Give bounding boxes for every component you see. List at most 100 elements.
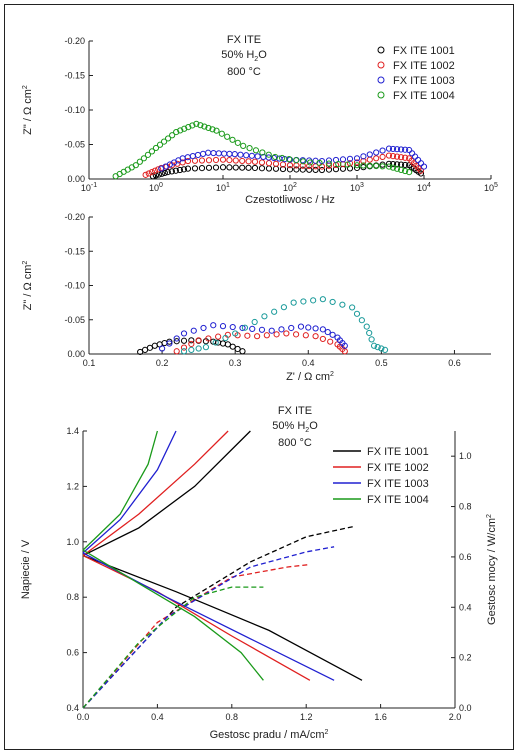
y-tick-label: 1.4 [66,426,79,436]
data-point [360,157,367,165]
x-tick-label: 0.0 [77,712,90,722]
y2-tick-label: 0.6 [459,552,472,562]
x-tick-label: 105 [484,182,498,193]
data-point [366,329,373,337]
data-point [222,334,229,342]
data-point [194,151,202,159]
x-axis-label: Gestosc pradu / mA/cm2 [210,729,329,741]
legend-label: FX ITE 1004 [367,494,429,506]
x-tick-label: 0.4 [302,358,315,368]
data-point [272,165,280,172]
y-tick-label: 0.00 [67,349,85,359]
data-point [332,166,340,173]
data-point [329,331,336,338]
y-tick-label: 0.8 [66,592,79,602]
data-point [273,331,280,338]
data-point [239,157,246,165]
x-axis-label: Czestotliwosc / Hz [245,194,335,206]
data-point [402,161,409,169]
data-point [293,166,300,173]
data-point [420,163,428,170]
data-point [168,168,175,175]
y-axis-label: Napiecie / V [20,539,32,599]
data-point [370,342,378,349]
data-point [280,304,288,311]
legend-marker [377,76,385,84]
data-point [297,323,305,330]
data-point [169,132,176,139]
data-point [335,160,342,168]
data-point [184,157,192,165]
data-point [229,343,236,350]
data-point [173,348,180,355]
data-point [319,335,326,343]
data-point [283,330,290,337]
data-point [305,324,312,331]
data-point [195,337,202,344]
data-point [319,326,326,333]
data-point [160,138,168,145]
data-point [259,149,266,156]
y-tick-label: 0.6 [66,648,79,658]
power-curve [82,546,335,709]
data-point [379,147,386,154]
data-point [265,160,273,167]
data-point [379,163,386,170]
data-point [393,161,401,168]
legend-marker [377,61,385,69]
x-axis-label: Z' / Ω cm2 [286,371,334,383]
voltage-curve [82,430,159,551]
voltage-curve [82,430,177,554]
y2-tick-label: 0.4 [459,602,472,612]
annotation-line2: 50% H2O [221,49,267,63]
data-point [327,338,334,345]
data-point [152,144,160,152]
data-point [132,162,139,169]
data-point [164,169,171,176]
data-point [272,160,280,167]
data-point [389,164,397,171]
data-point [402,154,409,161]
y-tick-label: 0.00 [67,174,85,184]
data-point [325,157,333,164]
data-point [180,344,188,351]
data-point [221,150,228,157]
data-point [373,155,380,162]
data-point [172,167,179,174]
data-point [417,167,425,174]
data-point [271,308,278,315]
data-point [366,151,373,158]
data-point [240,142,247,149]
data-point [307,159,314,166]
legend-label: FX ITE 1002 [393,60,455,72]
data-point [258,326,266,333]
data-point [263,332,270,339]
data-point [199,150,207,157]
voltage-curve [82,430,229,557]
data-point [151,167,159,174]
x-tick-label: 0.8 [226,712,239,722]
data-point [180,337,188,344]
data-point [381,346,389,353]
polarization-plot: 0.40.60.81.01.21.40.00.20.40.60.81.00.0 0… [20,405,498,741]
data-point [193,120,200,127]
nyquist-plot: -0.20 -0.15 -0.10 -0.05 0.000.1 0.2 0.3 0.4 0.5 0… [22,212,491,383]
data-point [316,159,323,167]
data-point [202,344,210,351]
data-point [174,160,181,167]
data-point [142,171,149,178]
y-tick-label: -0.15 [64,246,85,256]
x-tick-label: 103 [350,182,364,193]
annotation-line1: FX ITE [227,34,261,46]
data-point [258,165,266,172]
data-point [378,345,385,352]
data-point [251,158,259,165]
data-point [210,149,217,157]
annotation-line2: 50% H2O [272,420,318,434]
data-point [200,324,207,332]
data-point [212,164,220,171]
y2-tick-label: 0.2 [459,653,472,663]
data-point [414,156,422,164]
annotation-line3: 800 °C [278,437,312,449]
data-point [198,157,206,164]
